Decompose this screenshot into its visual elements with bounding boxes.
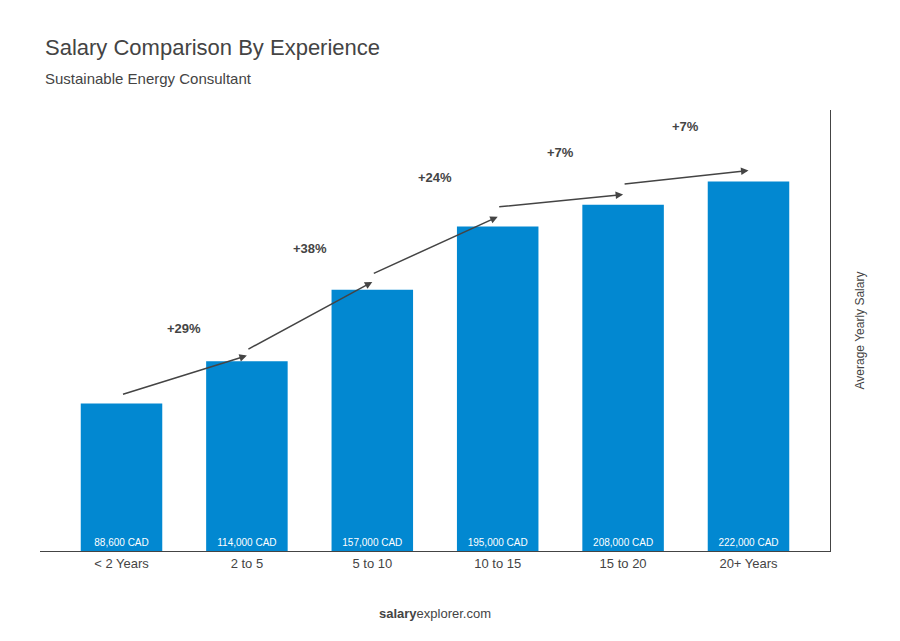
svg-text:2 to 5: 2 to 5 xyxy=(231,556,264,571)
svg-text:Sustainable Energy Consultant: Sustainable Energy Consultant xyxy=(45,70,252,87)
svg-text:Average Yearly Salary: Average Yearly Salary xyxy=(853,272,867,390)
svg-text:+24%: +24% xyxy=(418,170,452,185)
svg-text:208,000 CAD: 208,000 CAD xyxy=(593,537,653,548)
svg-text:+7%: +7% xyxy=(547,145,574,160)
svg-text:88,600 CAD: 88,600 CAD xyxy=(94,537,148,548)
svg-text:5 to 10: 5 to 10 xyxy=(352,556,392,571)
svg-text:Salary Comparison By Experienc: Salary Comparison By Experience xyxy=(45,35,380,60)
svg-text:salaryexplorer.com: salaryexplorer.com xyxy=(379,606,491,621)
svg-text:< 2 Years: < 2 Years xyxy=(94,556,149,571)
svg-text:157,000 CAD: 157,000 CAD xyxy=(342,537,402,548)
svg-text:15 to 20: 15 to 20 xyxy=(600,556,647,571)
svg-text:+38%: +38% xyxy=(293,241,327,256)
svg-text:20+ Years: 20+ Years xyxy=(719,556,778,571)
svg-text:10 to 15: 10 to 15 xyxy=(474,556,521,571)
svg-text:114,000 CAD: 114,000 CAD xyxy=(217,537,276,548)
svg-text:195,000 CAD: 195,000 CAD xyxy=(468,537,528,548)
svg-text:+29%: +29% xyxy=(167,321,201,336)
svg-text:222,000 CAD: 222,000 CAD xyxy=(718,537,778,548)
svg-text:+7%: +7% xyxy=(672,119,699,134)
